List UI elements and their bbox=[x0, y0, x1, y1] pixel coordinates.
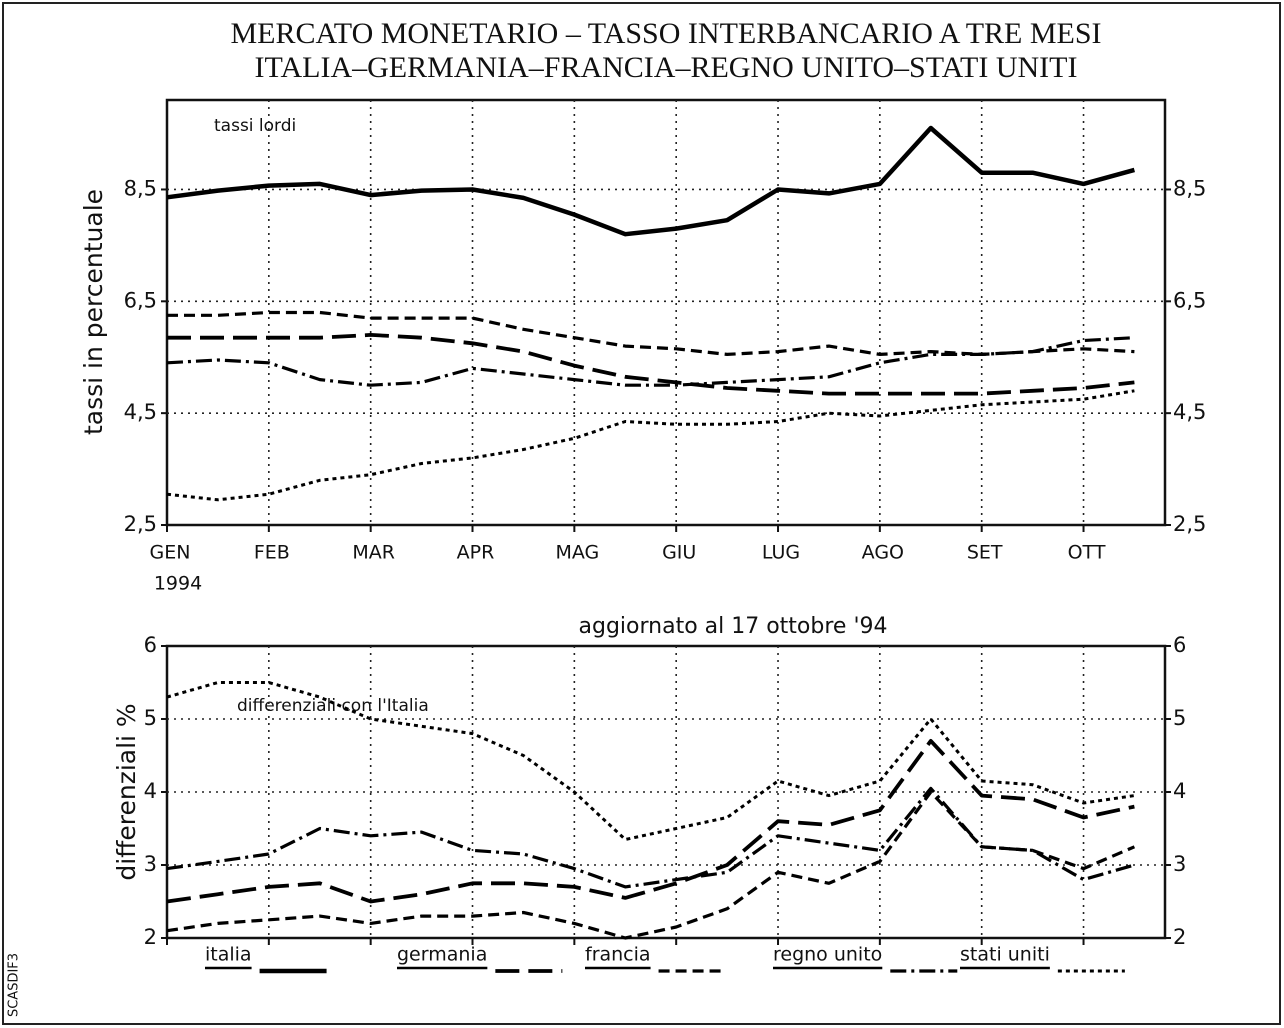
y-tick-label-right: 6 bbox=[1173, 633, 1186, 657]
legend-label: regno unito bbox=[773, 944, 882, 966]
line-series bbox=[166, 739, 1135, 904]
y-tick-label: 8,5 bbox=[124, 176, 157, 200]
y-tick-label-right: 2 bbox=[1173, 925, 1186, 949]
annotation: differenziali con l'Italia bbox=[237, 696, 429, 716]
annotation: tassi lordi bbox=[214, 116, 296, 136]
chart-title: MERCATO MONETARIO – TASSO INTERBANCARIO … bbox=[230, 17, 1101, 50]
y-tick-label-right: 6,5 bbox=[1173, 288, 1206, 312]
line-series bbox=[166, 786, 1135, 889]
y-tick-label-right: 3 bbox=[1173, 852, 1186, 876]
x-tick-label: FEB bbox=[254, 542, 290, 564]
y-tick-label: 3 bbox=[144, 852, 157, 876]
x-tick-label: MAR bbox=[352, 542, 395, 564]
x-tick-label: MAG bbox=[555, 542, 599, 564]
y-tick-label-right: 4,5 bbox=[1173, 400, 1206, 424]
y-tick-label: 2 bbox=[144, 925, 157, 949]
line-series bbox=[166, 681, 1135, 841]
line-series bbox=[166, 125, 1135, 237]
y-tick-label: 2,5 bbox=[124, 512, 157, 536]
y-tick-label: 6 bbox=[144, 633, 157, 657]
line-series bbox=[166, 336, 1135, 387]
legend-label: italia bbox=[205, 944, 252, 966]
x-tick-label: LUG bbox=[762, 542, 800, 564]
legend-label: germania bbox=[397, 944, 487, 966]
y-tick-label-right: 5 bbox=[1173, 706, 1186, 730]
y-tick-label: 6,5 bbox=[124, 288, 157, 312]
x-tick-label: OTT bbox=[1068, 542, 1106, 564]
x-tick-label: SET bbox=[967, 542, 1003, 564]
chart-title: aggiornato al 17 ottobre '94 bbox=[579, 614, 888, 639]
x-tick-label: GIU bbox=[662, 542, 696, 564]
line-series bbox=[167, 333, 1135, 396]
plot-frame bbox=[165, 98, 1167, 527]
x-tick-label: APR bbox=[457, 542, 495, 564]
chart-subtitle: ITALIA–GERMANIA–FRANCIA–REGNO UNITO–STAT… bbox=[255, 51, 1078, 84]
y-axis-label: differenziali % bbox=[112, 703, 141, 880]
legend-label: francia bbox=[585, 944, 651, 966]
y-tick-label-right: 8,5 bbox=[1173, 176, 1206, 200]
y-tick-label: 5 bbox=[144, 706, 157, 730]
y-tick-label-right: 2,5 bbox=[1173, 512, 1206, 536]
line-series bbox=[166, 389, 1135, 502]
legend-label: stati uniti bbox=[960, 944, 1050, 966]
y-tick-label-right: 4 bbox=[1173, 779, 1186, 803]
x-tick-label: GEN bbox=[150, 542, 191, 564]
x-sublabel: 1994 bbox=[154, 573, 202, 595]
line-series bbox=[167, 310, 1135, 356]
line-series bbox=[166, 790, 1136, 940]
y-tick-label: 4,5 bbox=[124, 400, 157, 424]
x-tick-label: AGO bbox=[862, 542, 904, 564]
y-tick-label: 4 bbox=[144, 779, 157, 803]
y-axis-label: tassi in percentuale bbox=[79, 189, 108, 435]
doc-code: SCASDIF3 bbox=[7, 953, 22, 1017]
